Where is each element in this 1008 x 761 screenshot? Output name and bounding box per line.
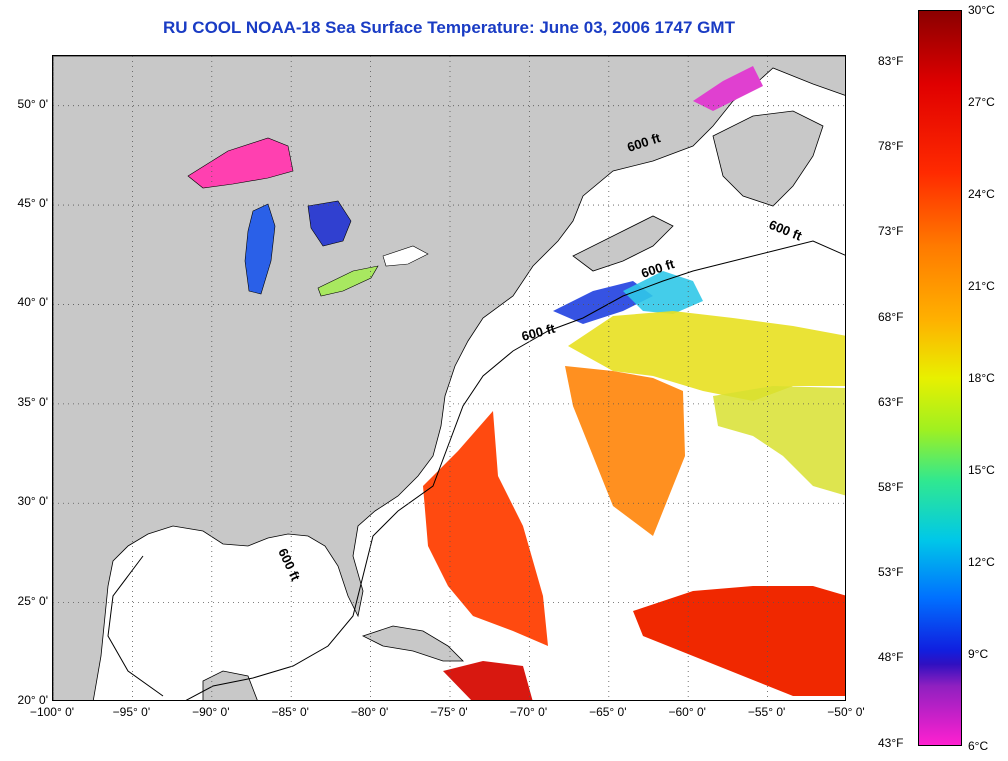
longitude-tick-label: −65° 0' [589, 705, 627, 719]
colorbar-celsius-tick: 30°C [968, 3, 995, 17]
longitude-tick-label: −75° 0' [430, 705, 468, 719]
latitude-tick-label: 30° 0' [17, 494, 48, 509]
colorbar-celsius-tick: 18°C [968, 371, 995, 385]
sst-swath-east-yellow [713, 386, 845, 496]
lake-huron-sst [307, 200, 352, 247]
longitude-tick-label: −85° 0' [271, 705, 309, 719]
colorbar-celsius-tick: 6°C [968, 739, 989, 753]
land-cuba [361, 625, 464, 662]
longitude-tick-label: −90° 0' [192, 705, 230, 719]
map-canvas: 600 ft 600 ft 600 ft 600 ft 600 ft [53, 56, 845, 700]
colorbar-celsius-tick: 24°C [968, 187, 995, 201]
st-lawrence-sst [693, 66, 763, 111]
colorbar-fahrenheit-tick: 63°F [878, 394, 904, 409]
colorbar-fahrenheit-tick: 68°F [878, 309, 904, 324]
lake-michigan-sst [244, 203, 276, 295]
map-title: RU COOL NOAA-18 Sea Surface Temperature:… [163, 18, 735, 37]
colorbar-fahrenheit-tick: 48°F [878, 650, 904, 665]
colorbar-fahrenheit-tick: 73°F [878, 224, 904, 239]
land-north-america [53, 56, 845, 700]
temperature-colorbar [918, 10, 962, 746]
isobath-600ft [107, 240, 845, 700]
colorbar-fahrenheit-tick: 83°F [878, 54, 904, 69]
colorbar-celsius-tick: 12°C [968, 555, 995, 569]
sst-swath-south-red [633, 586, 845, 696]
latitude-tick-label: 25° 0' [17, 593, 48, 608]
colorbar-fahrenheit-tick: 78°F [878, 139, 904, 154]
colorbar-celsius-tick: 21°C [968, 279, 995, 293]
sst-swath-central-orange [565, 366, 685, 536]
land-nova-scotia [572, 215, 674, 272]
longitude-tick-label: −55° 0' [747, 705, 786, 719]
sst-swath-caribbean [443, 661, 533, 700]
latitude-tick-label: 50° 0' [17, 96, 48, 111]
lake-erie-sst [317, 265, 379, 297]
colorbar-fahrenheit-tick: 43°F [878, 735, 904, 750]
sst-map: 600 ft 600 ft 600 ft 600 ft 600 ft [52, 55, 846, 701]
colorbar-celsius-tick: 27°C [968, 95, 995, 109]
latitude-tick-label: 45° 0' [17, 196, 48, 211]
colorbar-celsius-tick: 15°C [968, 463, 995, 477]
latitude-tick-label: 35° 0' [17, 394, 48, 409]
sst-swath-shelf-cyan [623, 271, 703, 314]
longitude-tick-label: −60° 0' [668, 705, 706, 719]
colorbar-fahrenheit-tick: 53°F [878, 565, 904, 580]
longitude-tick-label: −70° 0' [509, 705, 548, 719]
colorbar-fahrenheit-tick: 58°F [878, 480, 904, 495]
longitude-tick-label: −80° 0' [350, 705, 389, 719]
latitude-tick-label: 20° 0' [17, 693, 48, 707]
sst-swath-slope-yellow [568, 311, 845, 401]
land-newfoundland [712, 110, 824, 207]
longitude-tick-label: −95° 0' [112, 705, 151, 719]
longitude-tick-label: −50° 0' [827, 705, 865, 719]
lake-superior-sst [187, 137, 294, 189]
colorbar-celsius-tick: 9°C [968, 647, 989, 661]
land-yucatan [202, 670, 258, 700]
sst-swath-west-red [423, 411, 548, 646]
latitude-tick-label: 40° 0' [17, 295, 48, 310]
longitude-tick-label: −100° 0' [29, 705, 75, 719]
lake-ontario [382, 245, 429, 267]
